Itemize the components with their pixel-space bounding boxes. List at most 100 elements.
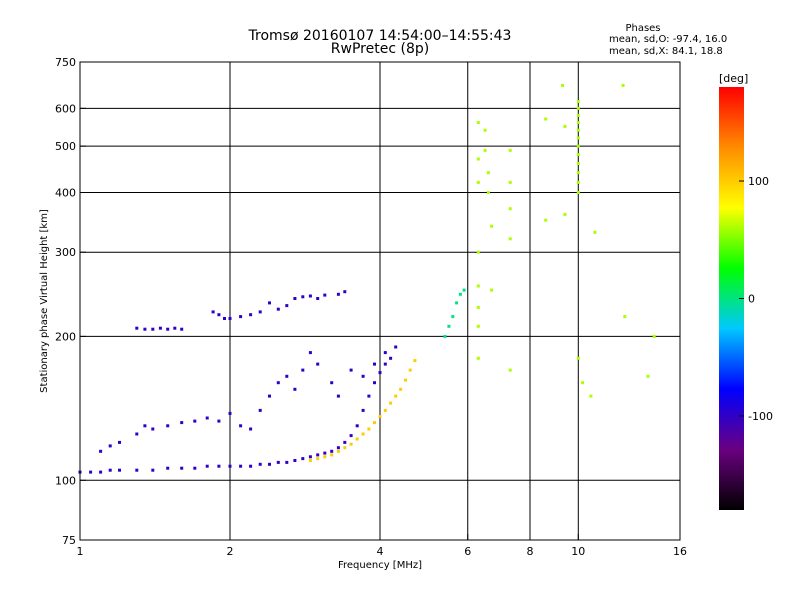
data-point <box>151 327 155 331</box>
data-point <box>285 304 289 308</box>
data-point <box>576 106 580 110</box>
data-point <box>413 359 417 363</box>
data-point <box>589 394 593 398</box>
data-point <box>276 460 280 464</box>
data-point <box>367 427 371 431</box>
data-point <box>486 171 490 175</box>
data-point <box>239 315 243 319</box>
colorbar-ticks: 100 0 -100 <box>739 175 773 423</box>
x-tick-label: 16 <box>673 545 687 558</box>
data-point <box>623 315 627 319</box>
data-point <box>490 224 494 228</box>
data-point <box>451 315 455 319</box>
data-point <box>285 460 289 464</box>
x-tick-label: 10 <box>571 545 585 558</box>
data-point <box>343 446 347 450</box>
data-point <box>173 326 177 330</box>
data-point <box>361 374 365 378</box>
data-point <box>343 440 347 444</box>
phase-stats-x: mean, sd,X: 84.1, 18.8 <box>609 46 723 57</box>
data-point <box>258 310 262 314</box>
data-point <box>143 424 147 428</box>
data-point <box>249 464 253 468</box>
data-point <box>211 310 215 314</box>
data-point <box>268 394 271 398</box>
data-point <box>576 171 580 175</box>
data-point <box>378 371 382 375</box>
data-point <box>383 351 387 355</box>
data-point <box>268 462 271 466</box>
y-axis-label: Stationary phase Virtual Height [km] <box>39 209 50 393</box>
colorbar-label: [deg] <box>719 72 748 85</box>
x-tick-label: 8 <box>527 545 534 558</box>
data-point <box>268 301 271 305</box>
data-point <box>367 394 371 398</box>
data-point <box>394 394 398 398</box>
data-point <box>404 378 407 382</box>
data-point <box>151 468 155 472</box>
data-point <box>330 449 334 453</box>
data-point <box>228 464 232 468</box>
data-point <box>293 387 297 391</box>
data-point <box>378 414 382 418</box>
data-point <box>258 462 262 466</box>
x-tick-label: 4 <box>377 545 384 558</box>
data-point <box>408 368 412 372</box>
data-point <box>508 368 512 372</box>
data-point <box>223 317 226 320</box>
data-point <box>646 374 650 378</box>
data-point <box>383 362 387 366</box>
data-point <box>166 327 170 331</box>
x-tick-label: 1 <box>77 545 84 558</box>
data-point <box>576 128 580 132</box>
data-point <box>483 148 487 152</box>
y-tick-label: 75 <box>62 534 76 547</box>
data-point <box>621 83 625 87</box>
data-point <box>108 444 112 448</box>
data-point <box>373 421 376 425</box>
data-point <box>323 455 327 459</box>
data-point <box>652 334 656 338</box>
data-point <box>316 453 320 457</box>
chart-title: Tromsø 20160107 14:54:00–14:55:43 <box>248 28 512 44</box>
data-point <box>316 362 320 366</box>
data-point <box>343 290 347 294</box>
data-point <box>89 470 93 474</box>
data-point <box>455 301 459 305</box>
data-point <box>308 351 312 355</box>
data-point <box>151 427 155 431</box>
phases-heading: Phases <box>625 23 660 34</box>
data-point <box>447 324 451 328</box>
data-point <box>508 207 512 211</box>
data-point <box>561 83 565 87</box>
data-point <box>316 457 320 461</box>
data-point <box>276 381 280 385</box>
x-axis: 1 2 4 6 8 10 16 <box>77 534 687 558</box>
data-point <box>285 374 289 378</box>
data-point <box>563 124 567 128</box>
data-point <box>166 466 170 470</box>
data-point <box>276 307 280 311</box>
data-point <box>373 381 376 385</box>
data-point <box>228 317 232 320</box>
data-point <box>308 455 312 459</box>
data-point <box>135 326 139 330</box>
data-point <box>576 100 580 103</box>
colorbar-tick-label: 0 <box>748 293 755 306</box>
grid <box>80 62 680 540</box>
data-point <box>143 327 147 331</box>
data-point <box>476 250 480 254</box>
data-point <box>383 408 387 412</box>
data-point <box>443 334 447 338</box>
data-point <box>217 419 221 423</box>
data-point <box>576 144 580 148</box>
data-point <box>336 394 340 398</box>
data-point <box>486 191 490 194</box>
data-point <box>205 416 209 420</box>
data-point <box>355 437 359 441</box>
data-point <box>239 424 243 428</box>
data-point <box>544 218 548 222</box>
data-point <box>593 230 597 234</box>
